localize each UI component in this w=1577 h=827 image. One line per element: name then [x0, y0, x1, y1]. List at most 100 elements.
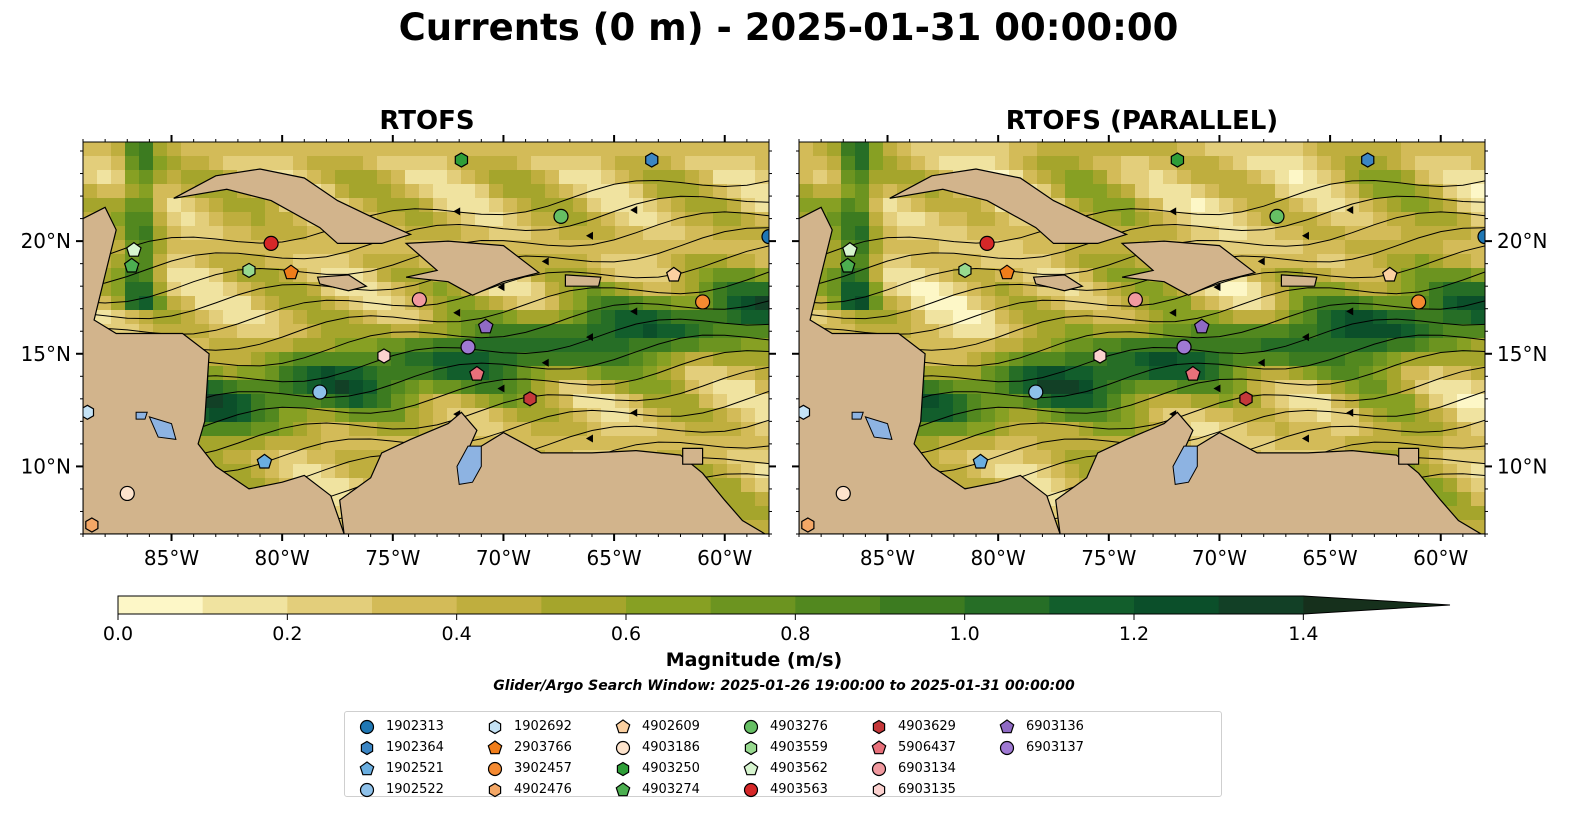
legend-marker-hexagon-icon — [360, 740, 374, 755]
legend-label: 1902364 — [386, 740, 444, 755]
legend-item: 4903563 — [743, 779, 828, 800]
legend-marker — [743, 760, 759, 775]
legend-item: 6903135 — [871, 779, 956, 800]
streamline-arrow — [541, 257, 549, 266]
panel-title-rtofs-parallel: RTOFS (PARALLEL) — [1005, 106, 1279, 136]
legend-marker — [615, 740, 631, 755]
legend-marker — [360, 740, 374, 755]
streamline-arrow — [1257, 358, 1265, 367]
legend-column: 6903136 6903137 — [999, 716, 1084, 758]
float-marker-1902522 — [312, 384, 328, 400]
streamline-arrow — [630, 307, 638, 316]
float-marker-4903250 — [454, 152, 469, 168]
float-marker-4902476 — [801, 517, 815, 533]
land — [799, 168, 1485, 534]
lon-tick-label: 85°W — [144, 546, 199, 570]
streamline-arrow — [497, 384, 505, 393]
lon-tick-label: 85°W — [860, 546, 915, 570]
streamline-arrow — [1213, 283, 1221, 292]
float-legend: 1902313 1902364 1902521 1902522 1902692 29037… — [344, 711, 1222, 797]
colorbar-tick-label: 0.6 — [611, 623, 641, 645]
legend-marker-circle-icon — [999, 740, 1015, 755]
legend-label: 4903629 — [898, 719, 956, 734]
legend-marker — [871, 761, 887, 776]
lon-tick-label: 60°W — [1413, 546, 1468, 570]
legend-label: 2903766 — [514, 740, 572, 755]
legend-label: 4903186 — [642, 740, 700, 755]
float-marker-6903137 — [460, 339, 476, 355]
legend-marker-circle-icon — [743, 782, 759, 797]
land-hispaniola — [404, 240, 541, 296]
lon-tick-label: 75°W — [1081, 546, 1136, 570]
colorbar-outline — [117, 595, 1451, 615]
float-marker-4903629 — [523, 391, 537, 407]
legend-column: 4902609 4903186 4903250 4903274 — [615, 716, 700, 800]
lakes — [851, 411, 1198, 485]
legend-label: 1902522 — [386, 782, 444, 797]
legend-label: 4903274 — [642, 782, 700, 797]
legend-marker — [359, 782, 375, 797]
map-panel-rtofs: 85°W 80°W 75°W 70°W 65°W 60°W 20°N 15°N 10°N — [21, 135, 776, 570]
legend-item: 4903250 — [615, 758, 700, 779]
colorbar-label: Magnitude (m/s) — [665, 649, 843, 671]
float-marker-6903134 — [1127, 292, 1143, 308]
lakes — [135, 411, 482, 485]
lat-tick-label: 10°N — [1497, 454, 1547, 478]
lat-tick-label: 15°N — [21, 342, 71, 366]
legend-label: 6903136 — [1026, 719, 1084, 734]
land-cuba — [173, 168, 413, 244]
legend-marker — [616, 761, 630, 776]
streamline-arrow — [1257, 257, 1265, 266]
legend-marker — [872, 782, 886, 797]
legend-marker — [872, 719, 886, 734]
streamline-arrow — [1301, 231, 1309, 240]
float-marker-4903562 — [842, 241, 858, 257]
lat-tick-label: 20°N — [1497, 229, 1547, 253]
legend-marker-pentagon-icon — [359, 760, 375, 775]
colorbar-segment — [372, 596, 458, 614]
legend-label: 4902609 — [642, 719, 700, 734]
float-marker-3902457 — [695, 294, 711, 310]
streamline-arrow — [541, 358, 549, 367]
streamline-arrow — [1169, 308, 1177, 317]
map-frame — [82, 141, 770, 535]
legend-item: 6903137 — [999, 737, 1084, 758]
legend-column: 4903276 4903559 4903562 4903563 — [743, 716, 828, 800]
float-marker-4902609 — [665, 266, 682, 282]
legend-marker — [487, 739, 503, 754]
colorbar: 0.0 0.2 0.4 0.6 0.8 1.0 1.2 1.4 — [103, 595, 1451, 645]
legend-marker — [999, 740, 1015, 755]
lake-managua — [135, 411, 148, 420]
lon-tick-label: 65°W — [586, 546, 641, 570]
legend-marker-circle-icon — [487, 761, 503, 776]
colorbar-segment — [118, 596, 204, 614]
lake-nicaragua — [864, 416, 893, 440]
legend-marker — [999, 718, 1015, 733]
legend-marker-hexagon-icon — [488, 782, 502, 797]
map-panel-rtofs-parallel: 85°W 80°W 75°W 70°W 65°W 60°W 20°N 15°N 10°N — [792, 135, 1547, 570]
legend-item: 2903766 — [487, 737, 572, 758]
land-jamaica — [1032, 274, 1084, 292]
legend-item: 4902609 — [615, 716, 700, 737]
streamline-arrow — [1169, 207, 1177, 216]
streamline-arrow — [630, 206, 638, 215]
colorbar-segment — [964, 596, 1050, 614]
streamline-arrow — [630, 408, 638, 417]
lon-tick-label: 70°W — [476, 546, 531, 570]
legend-marker-hexagon-icon — [744, 740, 758, 755]
legend-marker-circle-icon — [871, 761, 887, 776]
streamline — [83, 179, 769, 264]
legend-label: 6903135 — [898, 782, 956, 797]
lake-managua — [851, 411, 864, 420]
land-centralam — [799, 206, 1061, 534]
legend-marker — [487, 761, 503, 776]
legend-label: 3902457 — [514, 761, 572, 776]
legend-item: 1902364 — [359, 737, 444, 758]
legend-item: 4903629 — [871, 716, 956, 737]
streamline-arrow — [1213, 384, 1221, 393]
legend-label: 1902313 — [386, 719, 444, 734]
legend-item: 1902522 — [359, 779, 444, 800]
legend-label: 4903559 — [770, 740, 828, 755]
legend-item: 1902521 — [359, 758, 444, 779]
colorbar-segment — [541, 596, 627, 614]
